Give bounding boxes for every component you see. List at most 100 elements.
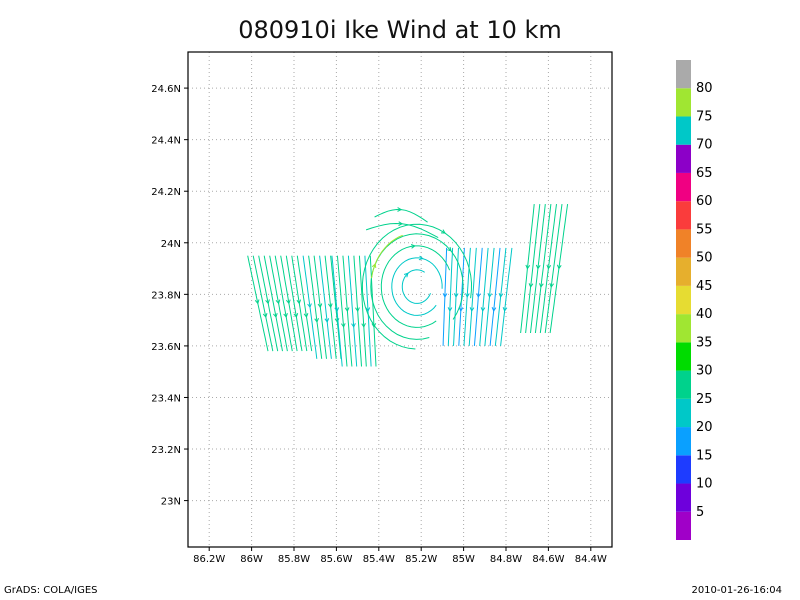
streamline-arrow [286, 299, 291, 305]
colorbar-label: 65 [696, 166, 713, 181]
streamline-arrow [351, 323, 356, 328]
y-tick-label: 24N [161, 239, 181, 250]
x-tick-label: 85W [452, 554, 475, 565]
streamline [447, 247, 454, 346]
colorbar-swatch [676, 201, 691, 230]
y-tick-label: 23.2N [151, 445, 181, 456]
colorbar-swatch [676, 116, 691, 145]
streamline [380, 245, 451, 328]
colorbar-swatch [676, 257, 691, 286]
streamline-arrow [254, 299, 260, 305]
streamline [374, 208, 428, 223]
streamline-arrow [549, 283, 555, 289]
streamline-arrow [283, 313, 288, 319]
streamline-arrow [327, 303, 333, 309]
colorbar-swatch [676, 60, 691, 89]
streamline-arrow [398, 221, 404, 226]
x-tick-label: 85.4W [363, 554, 395, 565]
streamline-arrow [447, 246, 452, 252]
streamline-arrow [275, 299, 281, 305]
chart-title: 080910i Ike Wind at 10 km [238, 16, 562, 44]
streamline-arrow [296, 299, 302, 305]
streamline [525, 204, 541, 334]
streamline-arrow [491, 307, 497, 312]
colorbar-label: 35 [696, 335, 713, 350]
grid-lines [188, 52, 612, 547]
colorbar-swatch [676, 370, 691, 399]
streamline [458, 247, 465, 346]
colorbar-label: 75 [696, 109, 713, 124]
streamline [369, 255, 377, 367]
streamline-arrow [293, 313, 299, 319]
streamline [330, 255, 342, 359]
streamlines [247, 204, 569, 367]
streamline-arrow [273, 313, 278, 319]
streamline-arrow [361, 323, 366, 328]
streamline [296, 255, 313, 352]
streamline [263, 255, 283, 352]
streamline-arrow [546, 264, 552, 270]
y-tick-label: 24.6N [151, 84, 181, 95]
y-tick-label: 24.2N [151, 187, 181, 198]
colorbar-swatch [676, 172, 691, 202]
y-tick-label: 24.4N [151, 136, 181, 147]
streamline [479, 247, 489, 346]
streamline-arrow [265, 299, 270, 305]
footer-credit: GrADS: COLA/IGES [4, 585, 98, 596]
streamline-arrow [355, 307, 360, 313]
colorbar-label: 60 [696, 194, 713, 209]
streamline-arrow [317, 303, 323, 309]
streamline-arrow [442, 293, 448, 298]
x-tick-label: 85.2W [405, 554, 437, 565]
colorbar-swatch [676, 314, 691, 343]
streamline [274, 255, 293, 352]
colorbar-swatch [676, 229, 691, 258]
streamline-arrow [334, 318, 340, 324]
streamline [361, 223, 473, 350]
colorbar-label: 55 [696, 222, 713, 237]
streamline [401, 269, 431, 304]
y-tick-label: 23.4N [151, 393, 181, 404]
streamline-arrow [403, 272, 409, 278]
colorbar-label: 30 [696, 364, 713, 379]
streamline-arrow [371, 263, 377, 268]
streamline-arrow [314, 318, 319, 324]
colorbar-swatch [676, 427, 691, 456]
streamline-arrow [535, 264, 541, 270]
streamline [319, 255, 332, 359]
colorbar-swatch [676, 144, 691, 173]
streamline-arrow [262, 313, 268, 319]
streamline-arrow [465, 293, 470, 298]
colorbar-label: 10 [696, 477, 713, 492]
streamline-arrow [556, 264, 562, 270]
x-tick-label: 84.6W [532, 554, 564, 565]
colorbar-swatch [676, 88, 691, 117]
streamline [489, 247, 501, 346]
streamline [500, 247, 513, 346]
streamline [391, 257, 443, 316]
colorbar-label: 25 [696, 392, 713, 407]
streamline-arrow [487, 293, 493, 298]
streamline-arrow [476, 293, 481, 298]
streamline-arrow [453, 293, 459, 298]
colorbar-label: 20 [696, 420, 713, 435]
y-axis-ticks: 23N 23.2N 23.4N 23.6N 23.8N 24N 24.2N 24.4N 24.6… [151, 84, 188, 508]
streamline [336, 255, 348, 367]
streamline [347, 255, 358, 367]
streamline-arrow [365, 307, 371, 313]
x-axis-ticks: 86.2W 86W 85.8W 85.6W 85.4W 85.2W 85W 84.8W 84.6… [193, 547, 607, 565]
plot-frame [187, 51, 613, 548]
streamline [358, 255, 367, 367]
x-tick-label: 84.8W [490, 554, 522, 565]
streamline [252, 255, 274, 352]
colorbar-swatch [676, 455, 691, 484]
streamline-arrow [324, 318, 330, 324]
y-tick-label: 23N [161, 497, 181, 508]
colorbar: 5 10 15 20 25 30 35 40 45 50 55 60 65 70 75 80 [676, 60, 713, 540]
colorbar-swatch [676, 483, 691, 512]
x-tick-label: 85.6W [320, 554, 352, 565]
colorbar-label: 40 [696, 307, 713, 322]
streamline-arrow [397, 207, 403, 212]
